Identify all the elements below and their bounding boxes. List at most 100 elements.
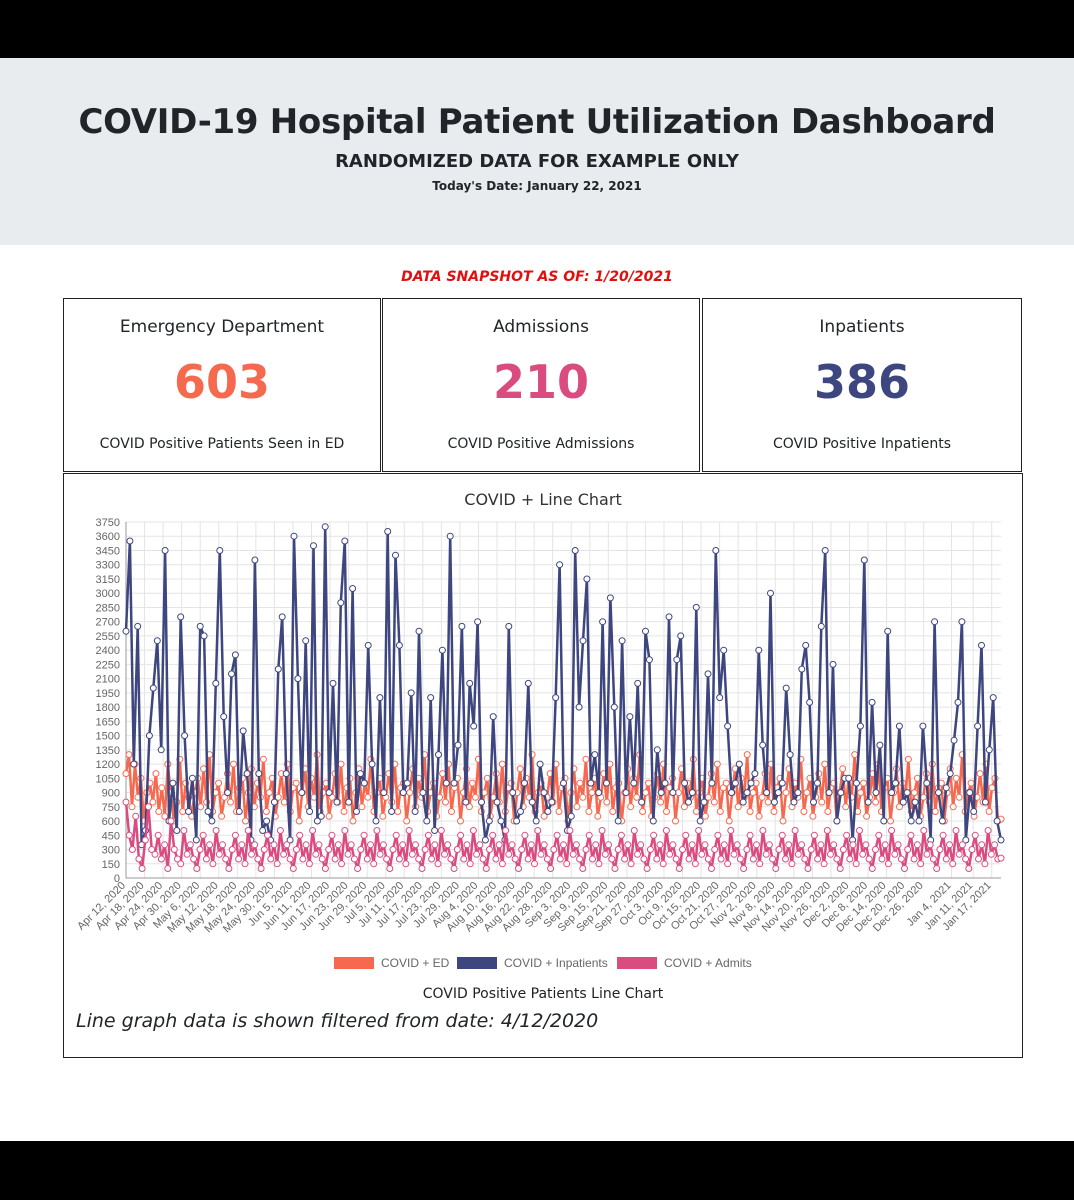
data-point	[833, 817, 841, 825]
data-point	[710, 798, 718, 806]
data-point	[583, 575, 591, 583]
legend-item[interactable]: COVID + Inpatients	[457, 956, 608, 970]
data-point	[672, 855, 680, 863]
data-point	[579, 637, 587, 645]
data-point	[989, 694, 997, 702]
data-point	[695, 827, 703, 834]
data-point	[215, 850, 223, 858]
legend-item[interactable]: COVID + Admits	[617, 956, 752, 970]
data-point	[640, 855, 648, 863]
data-point	[765, 841, 773, 849]
data-point	[547, 865, 555, 872]
data-point	[576, 779, 584, 787]
data-point	[817, 622, 825, 630]
data-point	[125, 751, 133, 759]
data-point	[614, 846, 622, 853]
data-point	[679, 846, 686, 853]
data-point	[276, 827, 284, 834]
data-point	[863, 812, 871, 820]
data-point	[356, 770, 364, 778]
data-point	[263, 817, 271, 825]
data-point	[896, 803, 903, 811]
data-point	[618, 637, 626, 645]
data-point	[358, 803, 366, 811]
data-point	[373, 827, 381, 834]
data-point	[259, 755, 267, 763]
data-point	[345, 798, 353, 806]
data-point	[845, 774, 853, 782]
y-tick-label: 1950	[96, 688, 120, 700]
data-point	[913, 841, 921, 849]
data-point	[202, 855, 210, 863]
data-point	[230, 760, 237, 768]
data-point	[384, 528, 392, 535]
legend-swatch	[617, 957, 657, 969]
data-point	[125, 831, 133, 839]
data-point	[151, 850, 159, 858]
data-point	[800, 808, 808, 815]
data-point	[569, 850, 577, 858]
data-point	[756, 860, 764, 868]
data-point	[466, 679, 474, 687]
data-point	[833, 855, 841, 863]
data-point	[540, 841, 548, 849]
data-point	[462, 798, 470, 806]
data-point	[865, 855, 873, 863]
data-point	[851, 751, 859, 759]
data-point	[270, 798, 278, 806]
data-point	[482, 865, 490, 872]
data-point	[727, 827, 735, 834]
data-point	[894, 841, 902, 849]
data-point	[931, 808, 939, 815]
legend-item[interactable]: COVID + ED	[334, 956, 450, 970]
data-point	[550, 846, 558, 853]
data-point	[770, 798, 778, 806]
data-point	[255, 770, 263, 778]
data-point	[479, 855, 487, 863]
data-point	[696, 817, 704, 825]
data-point	[228, 846, 236, 853]
data-point	[626, 713, 634, 721]
data-point	[698, 850, 706, 858]
data-point	[846, 855, 854, 863]
data-point	[946, 841, 953, 849]
data-point	[419, 789, 427, 797]
data-point	[344, 850, 352, 858]
data-point	[821, 547, 829, 554]
data-point	[598, 827, 606, 834]
data-point	[685, 798, 692, 806]
data-point	[411, 808, 419, 815]
data-point	[842, 803, 850, 811]
data-point	[169, 779, 177, 787]
data-point	[884, 627, 892, 635]
data-point	[751, 770, 759, 778]
data-point	[423, 817, 431, 825]
y-axis: 0 150 300 450 600 750 900 1050 1200 1350 1500 1650 1…	[96, 517, 127, 885]
data-point	[573, 803, 581, 811]
data-point	[571, 547, 579, 554]
data-point	[363, 855, 371, 863]
data-point	[221, 793, 228, 801]
data-point	[759, 741, 767, 749]
data-point	[692, 603, 700, 611]
data-point	[174, 855, 181, 863]
legend-swatch	[457, 957, 497, 969]
data-point	[280, 798, 288, 806]
data-point	[769, 855, 777, 863]
data-point	[708, 779, 716, 787]
data-point	[540, 812, 548, 820]
data-point	[264, 831, 271, 839]
data-point	[315, 841, 323, 849]
data-point	[609, 808, 617, 815]
data-point	[518, 846, 526, 853]
data-point	[594, 812, 602, 820]
data-point	[740, 865, 748, 872]
data-point	[270, 841, 278, 849]
data-point	[965, 865, 973, 872]
data-point	[733, 841, 741, 849]
data-point	[241, 860, 249, 868]
chart-legend[interactable]: COVID + ED COVID + Inpatients COVID + Admi…	[334, 956, 752, 970]
data-point	[505, 850, 513, 858]
legend-label: COVID + Inpatients	[504, 956, 608, 970]
data-point	[685, 855, 693, 863]
